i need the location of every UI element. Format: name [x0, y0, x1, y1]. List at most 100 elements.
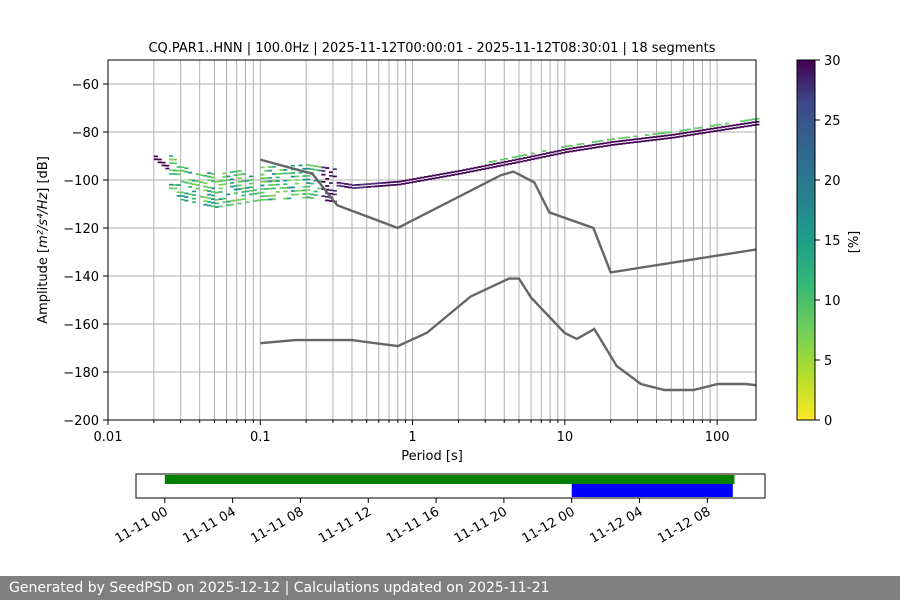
psd-cell: [302, 185, 307, 188]
psd-cell: [740, 123, 745, 125]
y-axis-ticks: −200 −180 −160 −140 −120 −100 −80 −60: [63, 78, 108, 429]
colorbar-tick-label: 30: [824, 54, 841, 69]
psd-cell: [241, 198, 246, 201]
psd-cell: [218, 187, 223, 190]
figure: CQ.PAR1..HNN | 100.0Hz | 2025-11-12T00:0…: [36, 41, 862, 547]
psd-cell: [275, 183, 280, 186]
psd-cell: [351, 187, 356, 189]
psd-cell: [252, 192, 257, 195]
y-tick-label: −80: [72, 126, 99, 141]
psd-cell: [526, 156, 532, 158]
psd-cell: [637, 137, 642, 140]
psd-cell: [218, 191, 223, 193]
psd-cell: [260, 180, 265, 183]
psd-cell: [595, 143, 600, 146]
y-tick-label: −120: [63, 222, 99, 237]
psd-cell: [515, 155, 520, 158]
psd-cell: [188, 193, 193, 196]
psd-cell: [237, 188, 242, 190]
psd-cell: [694, 133, 699, 135]
psd-cell: [633, 141, 638, 144]
psd-cell: [153, 155, 158, 158]
psd-histogram: [153, 117, 760, 208]
psd-cell: [309, 182, 315, 185]
x-tick-label: 0.1: [250, 430, 271, 445]
psd-cell: [306, 164, 311, 166]
psd-cell: [351, 184, 356, 187]
psd-cell: [306, 192, 311, 195]
psd-cell: [287, 186, 292, 189]
y-tick-label: −100: [63, 174, 99, 189]
psd-cell: [210, 191, 216, 193]
psd-cell: [367, 183, 372, 185]
psd-cell: [473, 166, 478, 169]
psd-cell: [458, 169, 463, 172]
timeline-tick-label: 11-11 16: [384, 504, 442, 546]
psd-cell: [751, 118, 756, 121]
psd-cell: [222, 197, 227, 200]
psd-cell: [245, 179, 250, 182]
psd-cell: [283, 172, 288, 175]
psd-cell: [203, 185, 208, 188]
psd-cell: [496, 165, 501, 168]
psd-cell: [523, 157, 528, 159]
noise-model-nhnm: [259, 158, 757, 274]
psd-cell: [545, 155, 551, 157]
psd-cell: [157, 158, 162, 161]
psd-cell: [298, 189, 303, 192]
psd-cell: [580, 143, 585, 145]
psd-cell: [207, 186, 212, 189]
psd-cell: [652, 133, 657, 136]
psd-cell: [233, 188, 238, 191]
timeline-segment-data-available: [164, 475, 735, 484]
psd-cell: [500, 161, 505, 164]
psd-cell: [180, 191, 185, 194]
psd-cell: [446, 174, 452, 177]
psd-cell: [652, 136, 657, 138]
psd-cell: [618, 137, 623, 140]
psd-cell: [420, 179, 425, 182]
psd-cell: [443, 172, 448, 175]
psd-cell: [595, 140, 600, 143]
psd-cell: [755, 123, 760, 126]
psd-cell: [686, 131, 691, 134]
psd-cell: [195, 184, 200, 186]
psd-cell: [313, 194, 318, 196]
psd-cell: [260, 177, 265, 180]
psd-cell: [176, 184, 181, 186]
psd-cell: [439, 173, 444, 176]
psd-cell: [184, 196, 189, 198]
psd-cell: [743, 125, 749, 128]
psd-cell: [210, 176, 216, 179]
psd-cell: [237, 198, 242, 201]
psd-cell: [290, 186, 296, 189]
psd-cell: [306, 174, 311, 177]
psd-cell: [485, 167, 490, 170]
psd-cell: [279, 172, 284, 175]
psd-cell: [656, 138, 661, 141]
psd-cell: [218, 205, 223, 208]
psd-cell: [367, 186, 372, 188]
psd-cell: [644, 137, 650, 139]
psd-cell: [279, 169, 284, 171]
psd-cell: [245, 201, 250, 204]
psd-cell: [207, 201, 212, 203]
psd-cell: [161, 161, 166, 164]
psd-cell: [313, 190, 318, 193]
y-axis-title: Amplitude [m²/s⁴/Hz] [dB]: [36, 156, 51, 324]
psd-cell: [606, 144, 611, 147]
psd-cell: [728, 127, 733, 130]
psd-cell: [348, 183, 353, 186]
psd-cell: [229, 178, 235, 181]
psd-cell: [172, 173, 177, 175]
psd-cell: [226, 200, 231, 203]
psd-cell: [260, 188, 265, 190]
psd-cell: [561, 151, 566, 154]
psd-cell: [603, 142, 608, 145]
psd-cell: [332, 168, 337, 171]
psd-cell: [443, 175, 448, 178]
psd-cell: [576, 143, 581, 146]
y-axis-title-end: ] [dB]: [36, 156, 51, 193]
psd-cell: [702, 131, 707, 134]
psd-cell: [199, 174, 204, 176]
